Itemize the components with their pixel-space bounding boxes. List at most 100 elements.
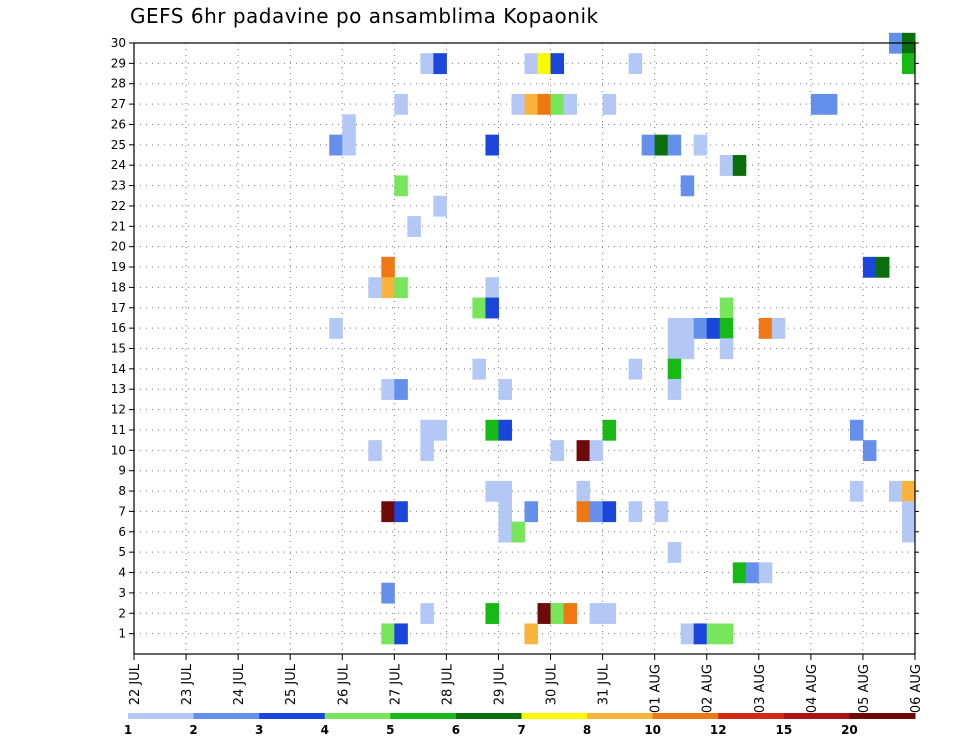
heatmap-cell (524, 53, 539, 75)
y-tick-label: 12 (111, 403, 126, 417)
heatmap-cell (342, 134, 356, 156)
heatmap-cell (407, 216, 421, 237)
heatmap-cell (381, 582, 395, 604)
heatmap-cell (550, 440, 565, 462)
colorbar-label: 4 (321, 723, 329, 737)
heatmap-cell (433, 195, 447, 217)
heatmap-cell (394, 501, 408, 523)
heatmap-cell (381, 501, 395, 523)
heatmap-cell (511, 521, 525, 543)
x-tick-label: 28 JUL (440, 663, 455, 705)
x-tick-label: 24 JUL (232, 663, 247, 705)
heatmap-cell (758, 562, 773, 584)
y-tick-label: 1 (118, 627, 126, 641)
heatmap-cell (719, 317, 734, 339)
y-tick-label: 4 (118, 566, 126, 580)
heatmap-cell (901, 501, 916, 523)
chart-title: GEFS 6hr padavine po ansamblima Kopaonik (130, 4, 599, 28)
y-tick-label: 3 (118, 586, 126, 600)
heatmap-cell (667, 358, 682, 380)
colorbar-label: 5 (386, 723, 394, 737)
colorbar-label: 2 (189, 723, 197, 737)
heatmap-cell (589, 603, 604, 624)
y-tick-label: 11 (111, 423, 126, 437)
heatmap-cell (342, 114, 356, 136)
heatmap-cell (524, 623, 539, 645)
y-tick-label: 29 (111, 56, 126, 70)
heatmap-cell (550, 93, 565, 115)
heatmap-cell (485, 297, 499, 319)
heatmap-cell (433, 419, 447, 441)
heatmap-cell (628, 358, 643, 380)
heatmap-cell (888, 480, 903, 502)
colorbar-label: 1 (124, 723, 132, 737)
heatmap-cell (511, 93, 525, 115)
heatmap-cell (498, 501, 512, 523)
heatmap-cell (485, 480, 499, 502)
x-tick-label: 29 JUL (492, 663, 507, 705)
heatmap-cell (602, 501, 617, 523)
heatmap-cell (563, 93, 578, 115)
heatmap-cell (576, 501, 591, 523)
heatmap-cell (901, 480, 916, 502)
x-tick-label: 04 AUG (805, 664, 820, 713)
heatmap-cell (394, 175, 408, 197)
colorbar-swatch (652, 713, 719, 719)
x-tick-label: 03 AUG (753, 664, 768, 713)
colorbar-label: 3 (255, 723, 263, 737)
heatmap-cell (329, 134, 343, 156)
y-tick-label: 7 (118, 504, 126, 518)
heatmap-cell (602, 93, 617, 115)
colorbar-swatch (521, 713, 588, 719)
heatmap-cell (628, 53, 643, 75)
x-tick-label: 22 JUL (128, 663, 143, 705)
x-tick-label: 27 JUL (388, 663, 403, 705)
y-tick-label: 17 (111, 301, 126, 315)
colorbar-swatch (849, 713, 916, 719)
y-tick-label: 26 (111, 117, 126, 131)
heatmap-cell (706, 317, 721, 339)
colorbar-label: 15 (775, 723, 792, 737)
heatmap-cell (537, 53, 552, 75)
colorbar-label: 7 (517, 723, 525, 737)
y-tick-label: 30 (111, 36, 126, 50)
heatmap-cell (706, 623, 721, 645)
heatmap-cell (368, 277, 382, 299)
heatmap-cell (381, 256, 395, 278)
heatmap-cell (693, 317, 708, 339)
heatmap-cell (862, 440, 877, 462)
colorbar-label: 20 (841, 723, 858, 737)
y-tick-label: 10 (111, 443, 126, 457)
heatmap-cell (394, 93, 408, 115)
heatmap-cell (680, 338, 695, 360)
colorbar-swatch (128, 713, 195, 719)
heatmap-cell (472, 297, 486, 319)
heatmap-cell (823, 93, 838, 115)
heatmap-cell (498, 419, 512, 441)
colorbar-swatch (324, 713, 391, 719)
colorbar-swatch (390, 713, 457, 719)
y-tick-label: 14 (111, 362, 126, 376)
heatmap-cell (576, 440, 591, 462)
heatmap-cell (771, 317, 786, 339)
colorbar-swatch (783, 713, 850, 719)
heatmap-cell (420, 603, 434, 624)
heatmap-cell (602, 419, 617, 441)
y-tick-label: 20 (111, 240, 126, 254)
colorbar-swatch (259, 713, 326, 719)
y-tick-label: 9 (118, 464, 126, 478)
heatmap-cell (732, 155, 747, 176)
y-tick-label: 21 (111, 219, 126, 233)
heatmap-cell (732, 562, 747, 584)
heatmap-cell (381, 277, 395, 299)
y-tick-label: 2 (118, 606, 126, 620)
colorbar-swatch (455, 713, 522, 719)
heatmap-cell (498, 480, 512, 502)
heatmap-cell (394, 623, 408, 645)
y-tick-label: 28 (111, 77, 126, 91)
heatmap-cell (381, 623, 395, 645)
heatmap-cell (654, 134, 669, 156)
heatmap-cell (719, 155, 734, 176)
heatmap-cell (498, 521, 512, 543)
